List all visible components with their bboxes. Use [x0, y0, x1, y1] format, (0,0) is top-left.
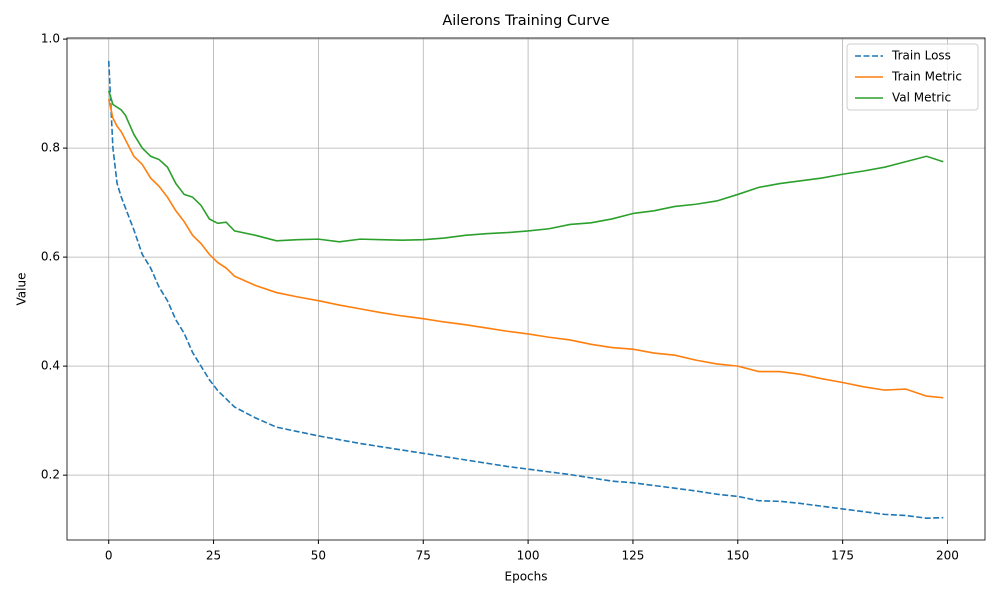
- x-tick-label: 75: [416, 549, 431, 563]
- x-tick-label: 175: [831, 549, 854, 563]
- plot-frame: [66, 37, 986, 541]
- y-tick-label: 1.0: [41, 32, 60, 46]
- y-tick-label: 0.2: [41, 468, 60, 482]
- x-axis-label: Epochs: [505, 570, 548, 584]
- legend-label: Val Metric: [892, 91, 951, 105]
- y-tick-label: 0.4: [41, 359, 60, 373]
- legend-label: Train Loss: [891, 49, 951, 63]
- x-tick-label: 125: [621, 549, 644, 563]
- x-tick-label: 0: [105, 549, 113, 563]
- x-tick-label: 150: [726, 549, 749, 563]
- line-series: [107, 60, 944, 520]
- chart-title: Ailerons Training Curve: [442, 13, 609, 29]
- legend-label: Train Metric: [891, 70, 962, 84]
- line-series: [107, 98, 944, 399]
- x-tick-label: 50: [311, 549, 326, 563]
- x-tick-label: 200: [936, 549, 959, 563]
- y-axis-label: Value: [15, 273, 29, 306]
- y-tick-label: 0.6: [41, 250, 60, 264]
- legend-box: [846, 43, 979, 111]
- x-tick-label: 100: [517, 549, 540, 563]
- x-tick-label: 25: [206, 549, 221, 563]
- line-series: [107, 90, 944, 243]
- y-tick-label: 0.8: [41, 141, 60, 155]
